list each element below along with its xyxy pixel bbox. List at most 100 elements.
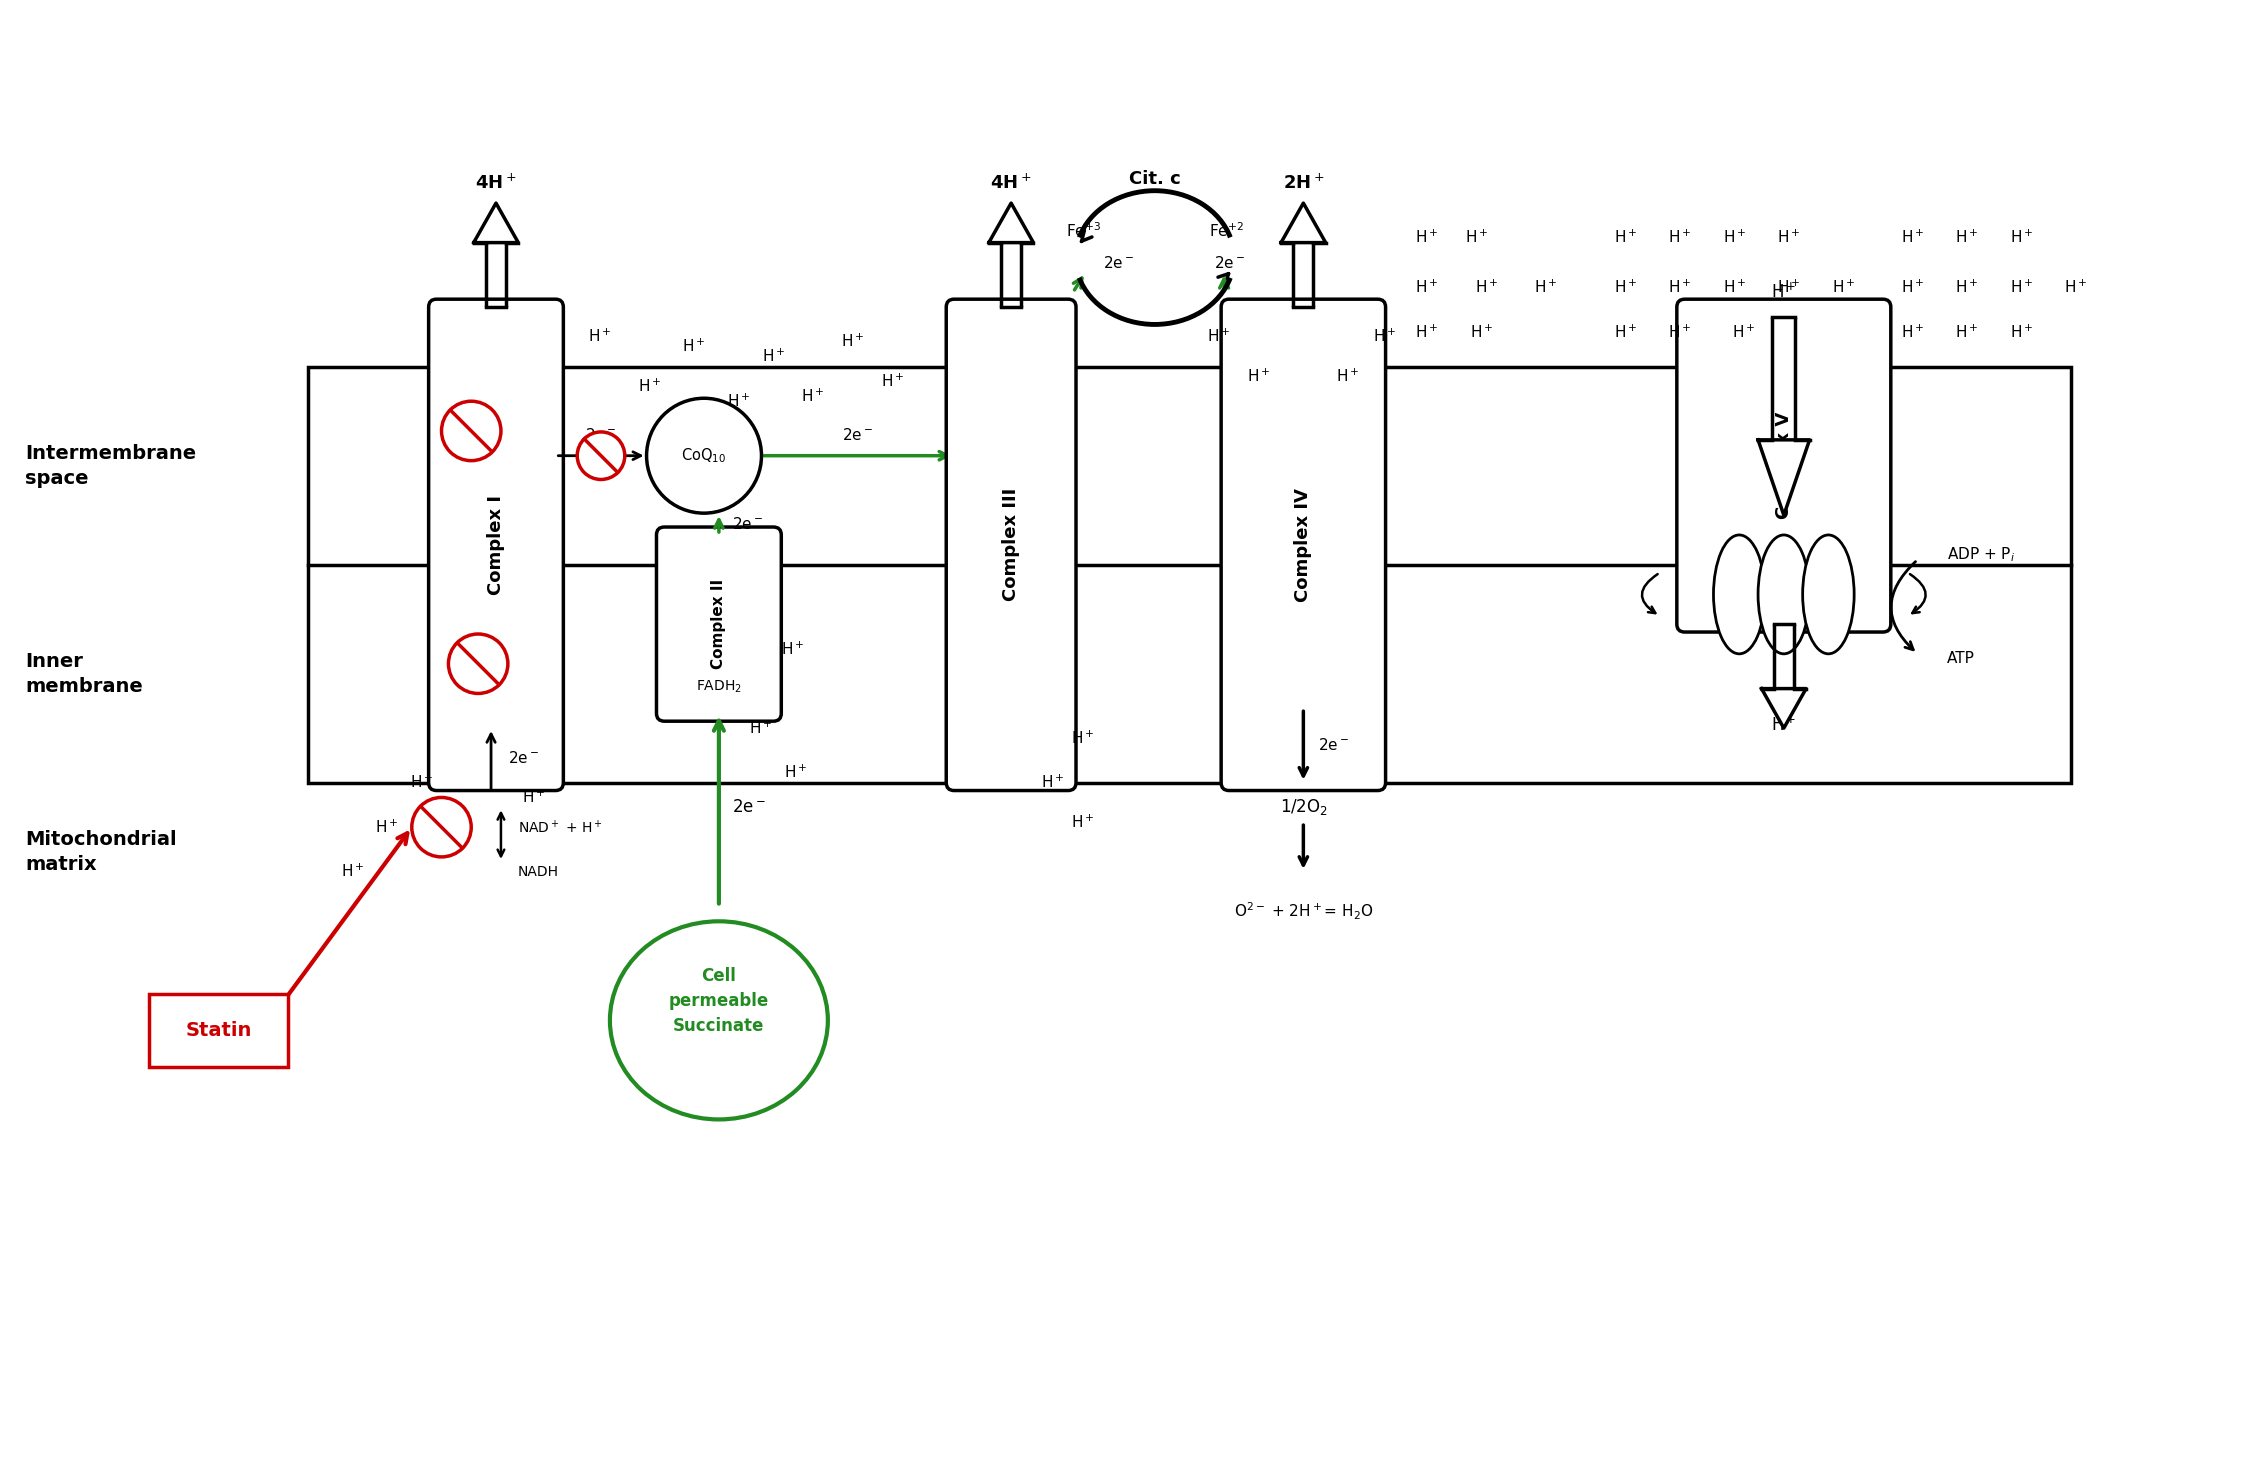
Text: H$^+$: H$^+$ <box>762 349 784 365</box>
Text: H$^+$: H$^+$ <box>2009 279 2034 297</box>
Text: H$^+$: H$^+$ <box>1772 715 1797 734</box>
Text: H$^+$: H$^+$ <box>1042 774 1064 792</box>
Text: O$^{2-}$ + 2H$^+$= H$_2$O: O$^{2-}$ + 2H$^+$= H$_2$O <box>1234 900 1374 922</box>
Text: Complex I: Complex I <box>486 495 504 595</box>
Text: H$^+$: H$^+$ <box>1614 279 1636 297</box>
Circle shape <box>576 432 624 479</box>
Text: CoQ$_{10}$: CoQ$_{10}$ <box>683 446 725 466</box>
Text: H$^+$: H$^+$ <box>1955 228 1980 246</box>
Text: 2e$^-$: 2e$^-$ <box>508 750 538 765</box>
Polygon shape <box>990 203 1033 243</box>
Text: H$^+$: H$^+$ <box>1901 279 1923 297</box>
Text: 4H$^+$: 4H$^+$ <box>990 174 1033 193</box>
Text: H$^+$: H$^+$ <box>1955 279 1980 297</box>
Text: H$^+$: H$^+$ <box>881 372 904 390</box>
Text: H$^+$: H$^+$ <box>1901 323 1923 341</box>
Text: H$^+$: H$^+$ <box>637 378 662 394</box>
Text: ATP: ATP <box>1948 651 1975 666</box>
Circle shape <box>441 402 502 461</box>
Text: H$^+$: H$^+$ <box>1336 368 1361 386</box>
Text: H$^+$: H$^+$ <box>1733 323 1756 341</box>
Text: Complex II: Complex II <box>712 578 725 669</box>
Text: H$^+$: H$^+$ <box>1668 228 1690 246</box>
Text: H$^+$: H$^+$ <box>1415 228 1440 246</box>
Text: Complex IV: Complex IV <box>1295 488 1313 602</box>
Text: H$^+$: H$^+$ <box>1372 328 1397 346</box>
Text: 4H$^+$: 4H$^+$ <box>475 174 518 193</box>
Polygon shape <box>1758 440 1810 515</box>
Text: H$^+$: H$^+$ <box>1476 279 1498 297</box>
Polygon shape <box>1281 203 1327 243</box>
Text: H$^+$: H$^+$ <box>2063 279 2088 297</box>
FancyBboxPatch shape <box>655 526 782 721</box>
Text: 2e$^-$: 2e$^-$ <box>732 798 766 816</box>
Text: H$^+$: H$^+$ <box>1415 279 1440 297</box>
Text: H$^+$: H$^+$ <box>1464 228 1489 246</box>
FancyBboxPatch shape <box>429 300 563 790</box>
Text: H$^+$: H$^+$ <box>802 387 825 405</box>
Text: H$^+$: H$^+$ <box>1776 279 1801 297</box>
Text: H$^+$: H$^+$ <box>1469 323 1494 341</box>
Text: NADH: NADH <box>518 865 558 879</box>
FancyBboxPatch shape <box>947 300 1076 790</box>
Text: 2e$^-$: 2e$^-$ <box>1318 737 1349 753</box>
Text: Cit. c: Cit. c <box>1130 171 1180 188</box>
Text: 2e$^-$: 2e$^-$ <box>1103 255 1135 270</box>
Text: H$^+$: H$^+$ <box>841 334 863 350</box>
Text: H$^+$: H$^+$ <box>1668 279 1690 297</box>
Text: H$^+$: H$^+$ <box>1955 323 1980 341</box>
Text: H$^+$: H$^+$ <box>748 719 773 737</box>
Text: Inner
membrane: Inner membrane <box>25 651 142 696</box>
Text: H$^+$: H$^+$ <box>1071 730 1094 746</box>
Text: Complex III: Complex III <box>1001 488 1019 602</box>
Text: H$^+$: H$^+$ <box>409 774 434 792</box>
Text: NAD$^+$ + H$^+$: NAD$^+$ + H$^+$ <box>518 819 603 836</box>
Ellipse shape <box>1713 535 1765 654</box>
Text: H$^+$: H$^+$ <box>1415 323 1440 341</box>
Text: H$^+$: H$^+$ <box>2009 323 2034 341</box>
Text: H$^+$: H$^+$ <box>1776 228 1801 246</box>
Text: H$^+$: H$^+$ <box>1207 328 1232 346</box>
Text: 2H$^+$: 2H$^+$ <box>1284 174 1324 193</box>
Ellipse shape <box>610 921 827 1120</box>
Circle shape <box>411 798 472 857</box>
Text: H$^+$: H$^+$ <box>1722 279 1747 297</box>
Text: 1/2O$_2$: 1/2O$_2$ <box>1279 798 1327 817</box>
Text: Cell
permeable
Succinate: Cell permeable Succinate <box>669 967 768 1035</box>
Text: FADH$_2$: FADH$_2$ <box>696 679 741 696</box>
Text: H$^+$: H$^+$ <box>1614 228 1636 246</box>
Text: H$^+$: H$^+$ <box>1772 283 1797 303</box>
Text: H$^+$: H$^+$ <box>588 328 612 346</box>
Ellipse shape <box>1758 535 1810 654</box>
Text: 2e$^-$: 2e$^-$ <box>732 516 764 532</box>
Text: H$^+$: H$^+$ <box>1722 228 1747 246</box>
Text: ADP + P$_i$: ADP + P$_i$ <box>1948 546 2016 564</box>
Text: Fe$^{+3}$: Fe$^{+3}$ <box>1067 221 1101 240</box>
Text: H$^+$: H$^+$ <box>784 764 807 782</box>
Text: Statin: Statin <box>185 1020 251 1040</box>
Text: Complex V: Complex V <box>1774 412 1792 519</box>
Text: H$^+$: H$^+$ <box>1248 368 1270 386</box>
FancyBboxPatch shape <box>1220 300 1385 790</box>
Text: 2e$^-$: 2e$^-$ <box>585 427 617 443</box>
Text: Mitochondrial
matrix: Mitochondrial matrix <box>25 830 176 873</box>
Text: H$^+$: H$^+$ <box>1901 228 1923 246</box>
Text: H$^+$: H$^+$ <box>522 789 545 807</box>
Text: H$^+$: H$^+$ <box>782 641 805 657</box>
Text: H$^+$: H$^+$ <box>1614 323 1636 341</box>
Text: H$^+$: H$^+$ <box>375 819 398 836</box>
Text: H$^+$: H$^+$ <box>728 393 750 409</box>
Circle shape <box>646 399 762 513</box>
Text: 2e$^-$: 2e$^-$ <box>843 427 872 443</box>
Text: Intermembrane
space: Intermembrane space <box>25 443 197 488</box>
Polygon shape <box>1761 688 1806 728</box>
FancyBboxPatch shape <box>149 994 287 1066</box>
Text: Fe$^{+2}$: Fe$^{+2}$ <box>1209 221 1243 240</box>
Polygon shape <box>475 203 518 243</box>
Text: 2e$^-$: 2e$^-$ <box>1214 255 1245 270</box>
Text: H$^+$: H$^+$ <box>2009 228 2034 246</box>
Circle shape <box>447 635 508 694</box>
Text: H$^+$: H$^+$ <box>683 338 705 356</box>
Bar <box>307 366 2070 783</box>
Text: H$^+$: H$^+$ <box>1831 279 1855 297</box>
